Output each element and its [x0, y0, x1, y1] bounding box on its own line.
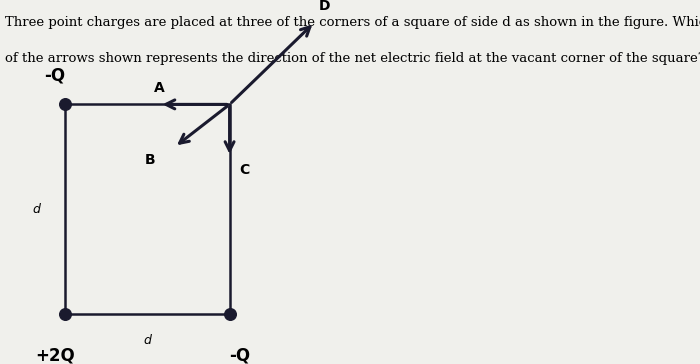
- Text: -Q: -Q: [229, 347, 250, 364]
- Point: [60, 311, 71, 317]
- Text: Three point charges are placed at three of the corners of a square of side d as : Three point charges are placed at three …: [5, 16, 700, 29]
- Text: A: A: [154, 81, 165, 95]
- Text: D: D: [318, 0, 330, 13]
- Text: d: d: [144, 334, 151, 347]
- Point: [60, 102, 71, 107]
- Text: C: C: [239, 163, 250, 177]
- Text: +2Q: +2Q: [35, 347, 75, 364]
- Point: [224, 311, 235, 317]
- Text: B: B: [144, 153, 155, 167]
- Text: of the arrows shown represents the direction of the net electric field at the va: of the arrows shown represents the direc…: [5, 52, 700, 65]
- Text: -Q: -Q: [44, 67, 66, 85]
- Text: d: d: [32, 203, 40, 216]
